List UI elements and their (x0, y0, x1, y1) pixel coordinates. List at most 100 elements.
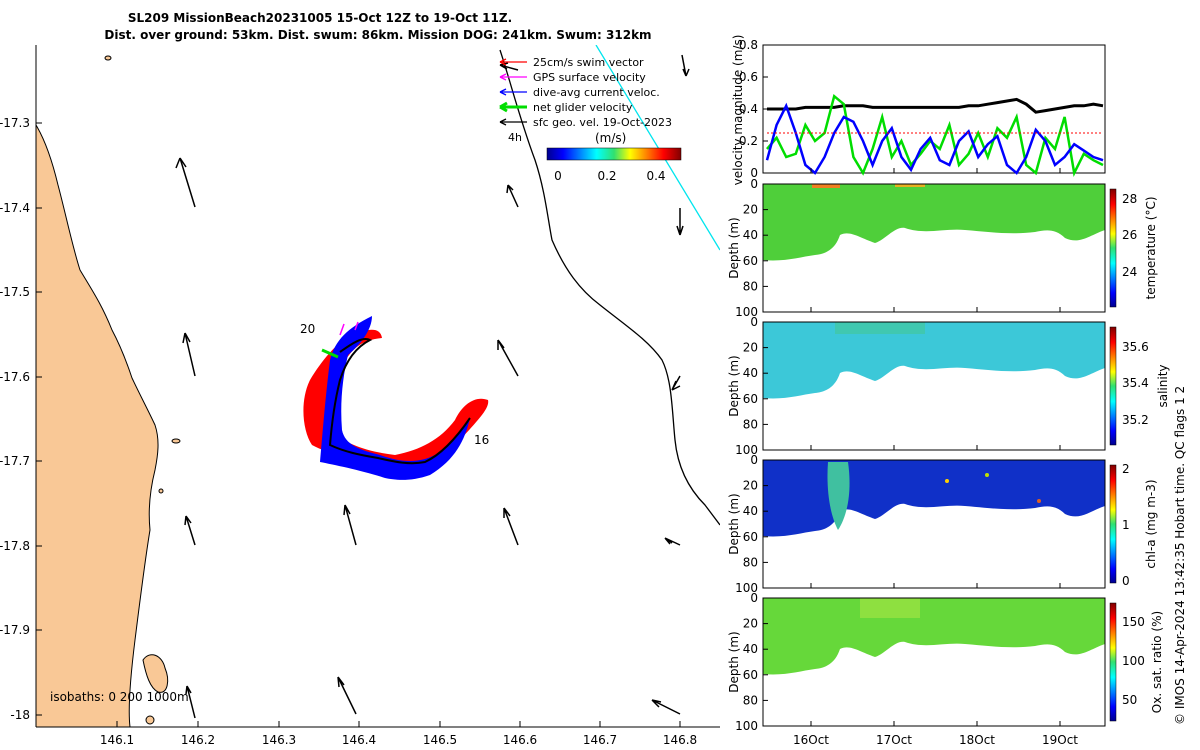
velocity-ticks: 0 0.2 0.4 0.6 0.8 (739, 38, 768, 180)
map-cbar-tick: 0.2 (597, 169, 616, 183)
isobaths-label: isobaths: 0 200 1000m (50, 690, 189, 704)
map-xtick-label: 146.2 (181, 733, 215, 747)
day-tick-label: 19Oct (1042, 733, 1078, 747)
map-xtick-label: 146.3 (262, 733, 296, 747)
island (158, 488, 164, 494)
depth-tick-label: 80 (743, 555, 758, 569)
oxygen-ticks: 0 20 40 60 80 100 (735, 591, 768, 733)
velocity-ytick-label: 0.2 (739, 134, 758, 148)
chla-cbar-label: chl-a (mg m-3) (1144, 479, 1158, 568)
map-ytick-label: -17.5 (0, 285, 30, 299)
depth-tick-label: 60 (743, 254, 758, 268)
map-ytick-label: -17.3 (0, 116, 30, 130)
depth-tick-label: 0 (750, 591, 758, 605)
chla-ticks: 0 20 40 60 80 100 (735, 453, 768, 595)
map-xtick-label: 146.4 (342, 733, 376, 747)
map-xtick-label: 146.6 (503, 733, 537, 747)
cyan-line (595, 45, 720, 251)
chla-panel: 0 20 40 60 80 100 Depth (m) 2 1 0 chl-a (mg m… (727, 453, 1158, 595)
island (145, 715, 155, 725)
map-ytick-label: -17.4 (0, 201, 30, 215)
oxygen-cbar-tick: 150 (1122, 615, 1145, 629)
velocity-series-line (765, 102, 1104, 175)
day-tick-label: 16Oct (793, 733, 829, 747)
salinity-ylabel: Depth (m) (727, 355, 741, 416)
chla-high-patch (827, 462, 850, 530)
depth-tick-label: 80 (743, 693, 758, 707)
island (104, 55, 112, 61)
depth-tick-label: 80 (743, 279, 758, 293)
map-colorbar (546, 147, 682, 161)
velocity-ytick-label: 0.8 (739, 38, 758, 52)
velocity-panel: 0 0.2 0.4 0.6 0.8 velocity magnitude (m/s) (731, 35, 1106, 185)
title-line2: Dist. over ground: 53km. Dist. swum: 86k… (104, 28, 651, 42)
temperature-panel: 0 20 40 60 80 100 Depth (m) 28 26 24 temperat… (727, 177, 1158, 319)
salinity-cbar-tick: 35.2 (1122, 413, 1149, 427)
map-ytick-label: -17.7 (0, 454, 30, 468)
island (142, 654, 169, 693)
oxygen-ylabel: Depth (m) (727, 631, 741, 692)
salinity-colorbar (1109, 326, 1117, 446)
chla-cbar-tick: 2 (1122, 462, 1130, 476)
salinity-cbar-label: salinity (1156, 364, 1170, 407)
oxygen-cbar-tick: 50 (1122, 693, 1137, 707)
salinity-field (763, 322, 1105, 399)
depth-tick-label: 40 (743, 228, 758, 242)
velocity-series-line (767, 97, 1104, 114)
velocity-ytick-label: 0.6 (739, 70, 758, 84)
velocity-ytick-label: 0 (750, 166, 758, 180)
depth-tick-label: 0 (750, 177, 758, 191)
depth-tick-label: 20 (743, 203, 758, 217)
coastline-land (36, 124, 159, 727)
map-cbar-tick: 0.4 (646, 169, 665, 183)
temperature-cbar-tick: 24 (1122, 265, 1137, 279)
oxygen-patch (860, 598, 920, 618)
oxygen-field (763, 598, 1105, 675)
depth-tick-label: 40 (743, 366, 758, 380)
depth-tick-label: 20 (743, 479, 758, 493)
map-xtick-label: 146.7 (583, 733, 617, 747)
temperature-warm-patch (895, 184, 925, 187)
depth-tick-label: 20 (743, 341, 758, 355)
label-4h: 4h (508, 131, 522, 144)
depth-tick-label: 100 (735, 443, 758, 457)
track-start-label: 16 (474, 433, 489, 447)
legend-swim: 25cm/s swim vector (533, 56, 644, 69)
legend-gps: GPS surface velocity (533, 71, 646, 84)
depth-tick-label: 60 (743, 392, 758, 406)
map-ticks: 146.1 146.2 146.3 146.4 146.5 146.6 146.7 146.8… (0, 116, 697, 747)
velocity-series-line (766, 93, 1104, 177)
isobath-line (499, 49, 720, 526)
depth-tick-label: 100 (735, 719, 758, 733)
legend-net: net glider velocity (533, 101, 633, 114)
oxygen-colorbar (1109, 602, 1117, 722)
depth-tick-label: 40 (743, 642, 758, 656)
map-ytick-label: -17.8 (0, 539, 30, 553)
island (171, 438, 181, 444)
footer-text: © IMOS 14-Apr-2024 13:42:35 Hobart time.… (1173, 386, 1187, 725)
legend-dive-avg: dive-avg current veloc. (533, 86, 660, 99)
depth-tick-label: 20 (743, 617, 758, 631)
day-tick-label: 17Oct (876, 733, 912, 747)
chla-cbar-tick: 0 (1122, 574, 1130, 588)
depth-tick-label: 100 (735, 305, 758, 319)
depth-tick-label: 80 (743, 417, 758, 431)
depth-tick-label: 100 (735, 581, 758, 595)
depth-tick-label: 40 (743, 504, 758, 518)
map-xtick-label: 146.5 (423, 733, 457, 747)
velocity-ytick-label: 0.4 (739, 102, 758, 116)
map-legend: 25cm/s swim vector GPS surface velocity … (499, 56, 682, 183)
map-colorbar-unit: (m/s) (595, 131, 626, 145)
dive-avg-current (320, 316, 470, 480)
map-ytick-label: -17.6 (0, 370, 30, 384)
day-ticks: 16Oct 17Oct 18Oct 19Oct (793, 168, 1078, 747)
chla-dot (985, 473, 989, 477)
oxygen-cbar-tick: 100 (1122, 654, 1145, 668)
track-end-label: 20 (300, 322, 315, 336)
temperature-cbar-tick: 28 (1122, 192, 1137, 206)
temperature-ticks: 0 20 40 60 80 100 (735, 177, 768, 319)
velocity-series (765, 93, 1104, 177)
oxygen-panel: 0 20 40 60 80 100 Depth (m) 150 100 50 Ox. sa… (727, 591, 1164, 733)
oxygen-cbar-label: Ox. sat. ratio (%) (1150, 611, 1164, 713)
